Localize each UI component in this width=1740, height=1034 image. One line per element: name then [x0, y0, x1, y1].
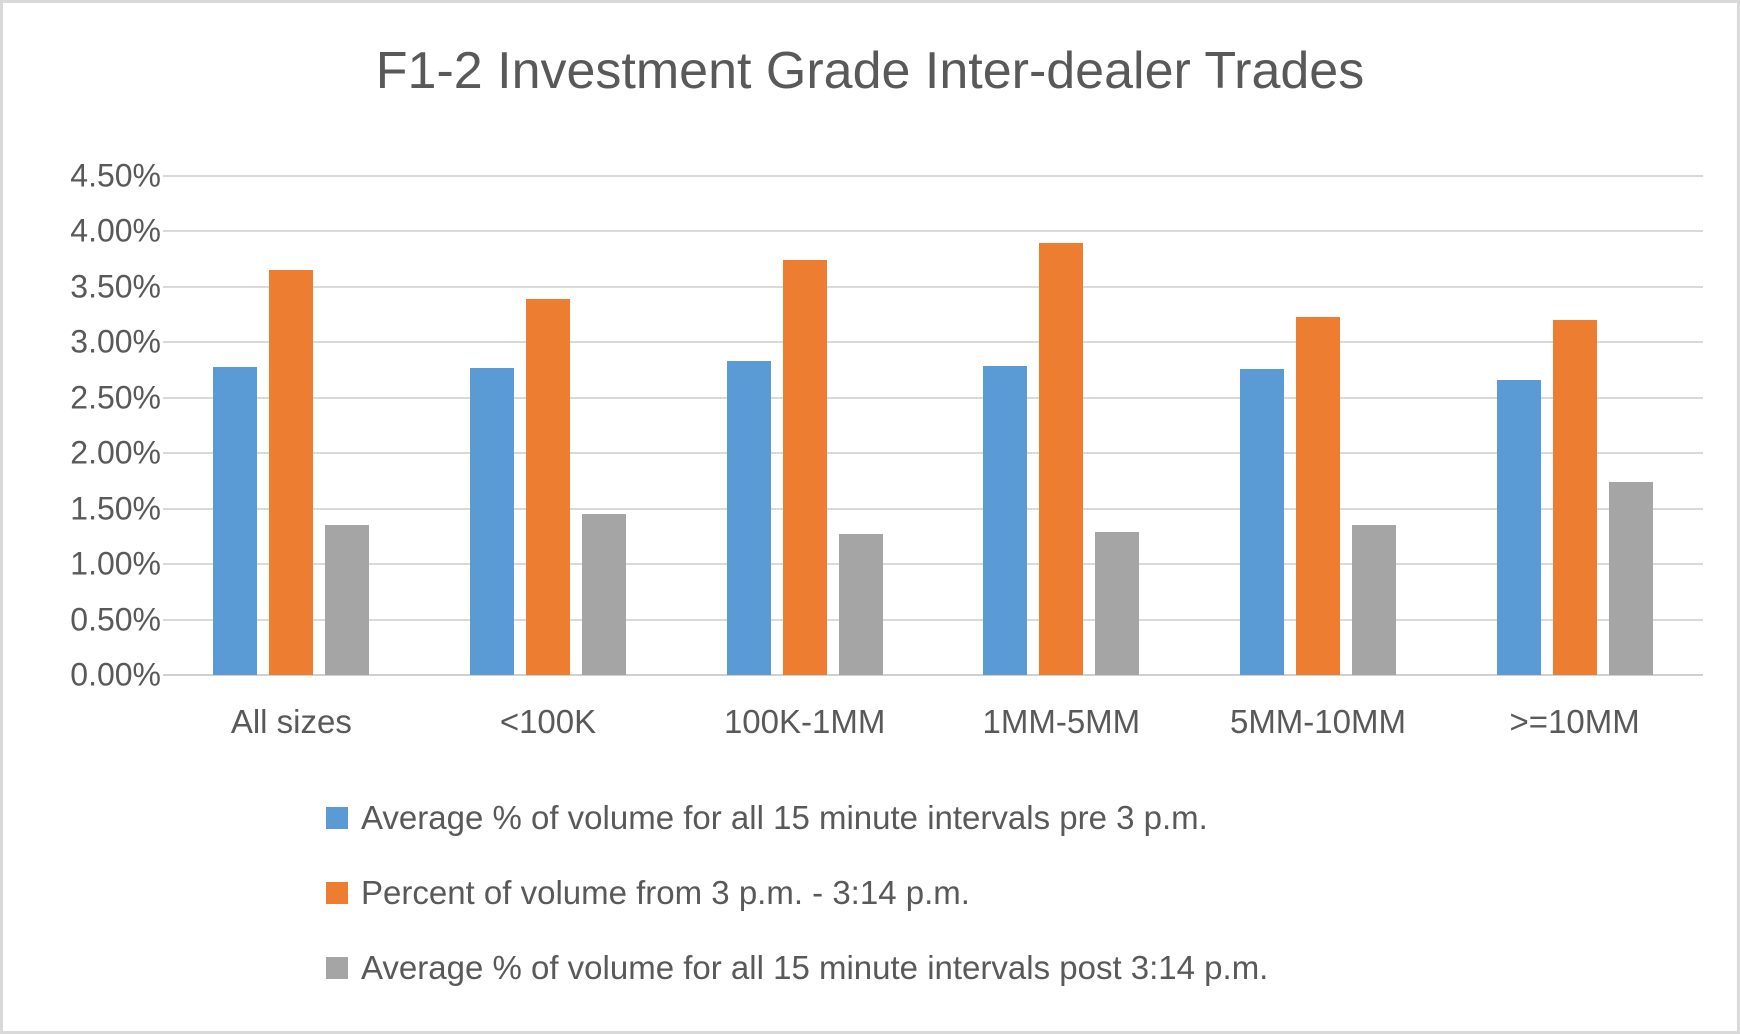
- bar-series-1--100k: [470, 367, 514, 675]
- legend-item-1: Average % of volume for all 15 minute in…: [326, 793, 1268, 843]
- gridline: [163, 285, 1703, 288]
- y-axis-label: 3.50%: [70, 268, 161, 305]
- gridline: [163, 175, 1703, 177]
- x-axis-label: <100K: [499, 703, 597, 740]
- x-axis-label: All sizes: [230, 703, 352, 740]
- bar-series-2-5mm-10mm: [1296, 316, 1340, 675]
- legend-swatch-icon: [326, 957, 348, 979]
- bar-series-1-1mm-5mm: [983, 365, 1028, 675]
- bar-series-1-100k-1mm: [726, 361, 771, 675]
- y-axis-label: 4.00%: [70, 212, 161, 249]
- bar-series-2-1mm-5mm: [1039, 242, 1084, 675]
- x-axis-label: 1MM-5MM: [982, 703, 1141, 740]
- y-axis-label: 2.00%: [70, 434, 161, 471]
- x-axis-label: >=10MM: [1509, 703, 1640, 740]
- bar-series-1-all-sizes: [213, 366, 258, 675]
- bar-series-3-all-sizes: [325, 525, 370, 675]
- bar-series-2--100k: [526, 299, 570, 675]
- legend: Average % of volume for all 15 minute in…: [326, 793, 1268, 1018]
- x-axis-label: 5MM-10MM: [1229, 703, 1406, 740]
- bar-series-3-5mm-10mm: [1352, 525, 1396, 675]
- legend-label: Average % of volume for all 15 minute in…: [361, 799, 1208, 836]
- y-axis-label: 1.50%: [70, 490, 161, 527]
- gridline: [163, 452, 1703, 455]
- gridline: [163, 563, 1703, 566]
- bar-series-3-100k-1mm: [838, 534, 883, 675]
- x-axis-line: [163, 674, 1703, 676]
- bar-series-2--10mm: [1552, 320, 1597, 675]
- legend-label: Percent of volume from 3 p.m. - 3:14 p.m…: [361, 874, 970, 911]
- gridline: [163, 396, 1703, 399]
- y-axis-label: 2.50%: [70, 379, 161, 416]
- y-axis-label: 3.00%: [70, 323, 161, 360]
- y-axis-label: 0.50%: [70, 601, 161, 638]
- bar-series-1--10mm: [1496, 380, 1541, 675]
- y-axis-label: 1.00%: [70, 545, 161, 582]
- x-axis-label: 100K-1MM: [723, 703, 886, 740]
- legend-item-2: Percent of volume from 3 p.m. - 3:14 p.m…: [326, 868, 1268, 918]
- bar-series-3--100k: [582, 514, 626, 675]
- y-axis-label: 0.00%: [70, 656, 161, 693]
- bar-series-3-1mm-5mm: [1095, 531, 1140, 675]
- legend-swatch-icon: [326, 882, 348, 904]
- bar-series-2-100k-1mm: [782, 260, 827, 675]
- gridline: [163, 230, 1703, 233]
- legend-swatch-icon: [326, 807, 348, 829]
- bar-series-1-5mm-10mm: [1240, 368, 1284, 675]
- gridline: [163, 507, 1703, 510]
- gridline: [163, 618, 1703, 621]
- legend-label: Average % of volume for all 15 minute in…: [361, 949, 1269, 986]
- chart-title: F1-2 Investment Grade Inter-dealer Trade…: [375, 42, 1365, 100]
- gridline: [163, 341, 1703, 344]
- bar-series-3--10mm: [1608, 482, 1653, 675]
- y-axis-label: 4.50%: [70, 157, 161, 194]
- bar-series-2-all-sizes: [269, 270, 314, 675]
- legend-item-3: Average % of volume for all 15 minute in…: [326, 943, 1268, 993]
